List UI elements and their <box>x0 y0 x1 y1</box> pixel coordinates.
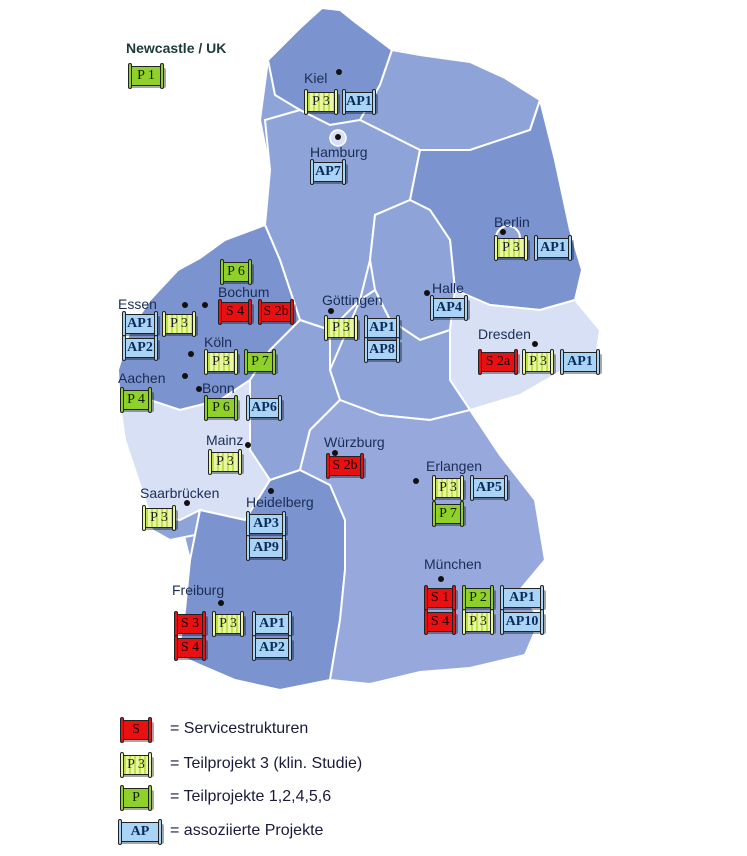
city-label-berlin: Berlin <box>494 214 530 230</box>
tag-saarbruecken-p3: P 3 <box>142 505 176 531</box>
tag-muenchen-p3: P 3 <box>462 609 494 635</box>
newcastle-label: Newcastle / UK <box>126 40 227 56</box>
tag-bonn-ap6: AP6 <box>246 395 282 421</box>
city-dot-essen <box>182 302 188 308</box>
tag-freiburg-ap1: AP1 <box>252 611 292 637</box>
tag-freiburg-p3: P 3 <box>212 611 244 637</box>
tag-bochum-s2b: S 2b <box>258 299 294 325</box>
tag-mainz-p3: P 3 <box>208 449 242 475</box>
city-dot-erlangen <box>413 478 419 484</box>
city-dot-koeln <box>188 351 194 357</box>
legend-text-p3: = Teilprojekt 3 (klin. Studie) <box>170 755 363 772</box>
city-label-wuerzburg: Würzburg <box>324 434 385 450</box>
city-dot-wuerzburg <box>332 450 338 456</box>
city-dot-saarbruecken <box>184 500 190 506</box>
tag-muenchen-p2: P 2 <box>462 585 494 611</box>
tag-dresden-p3: P 3 <box>522 349 554 375</box>
city-label-erlangen: Erlangen <box>426 458 483 474</box>
city-dot-aachen <box>182 373 188 379</box>
city-label-hamburg: Hamburg <box>310 144 368 160</box>
tag-berlin-ap1: AP1 <box>534 235 572 261</box>
city-label-essen: Essen <box>118 296 157 312</box>
tag-muenchen-ap10: AP10 <box>500 609 544 635</box>
legend-symbol-ap: AP <box>118 819 162 845</box>
city-label-kiel: Kiel <box>304 70 328 86</box>
city-label-bonn: Bonn <box>202 380 235 396</box>
tag-aachen-p4: P 4 <box>120 387 152 413</box>
tag-erlangen-p3: P 3 <box>432 475 464 501</box>
tag-bochum-s4: S 4 <box>218 299 252 325</box>
tag-muenchen-s1: S 1 <box>424 585 456 611</box>
legend-symbol-p3: P 3 <box>120 752 152 778</box>
tag-goettingen-ap1: AP1 <box>364 315 400 341</box>
tag-bonn-p6: P 6 <box>204 395 238 421</box>
city-label-freiburg: Freiburg <box>172 582 225 598</box>
legend-symbol-p: P <box>120 785 152 811</box>
legend-text-service: = Servicestrukturen <box>170 720 309 737</box>
city-label-bochum: Bochum <box>218 284 270 300</box>
city-dot-bonn <box>196 386 202 392</box>
tag-kiel-ap1: AP1 <box>342 89 376 115</box>
city-label-dresden: Dresden <box>478 326 531 342</box>
city-label-heidelberg: Heidelberg <box>246 494 314 510</box>
legend-symbol-service: S <box>120 717 152 743</box>
tag-newcastle-p1: P 1 <box>128 63 164 89</box>
city-dot-freiburg <box>218 600 224 606</box>
tag-goettingen-ap8: AP8 <box>364 337 400 363</box>
tag-halle-ap4: AP4 <box>430 295 468 321</box>
city-label-koeln: Köln <box>204 334 233 350</box>
city-label-goettingen: Göttingen <box>322 292 383 308</box>
city-label-mainz: Mainz <box>206 432 244 448</box>
tag-wuerzburg-s2b: S 2b <box>326 453 364 479</box>
city-dot-halle <box>424 290 430 296</box>
tag-kiel-p3: P 3 <box>304 89 338 115</box>
tag-koeln-p3: P 3 <box>204 349 238 375</box>
tag-freiburg-ap2: AP2 <box>252 635 292 661</box>
tag-berlin-p3: P 3 <box>494 235 528 261</box>
city-dot-hamburg <box>335 134 341 140</box>
city-dot-goettingen <box>328 308 334 314</box>
tag-heidelberg-ap3: AP3 <box>246 511 286 537</box>
tag-hamburg-ap7: AP7 <box>310 159 346 185</box>
legend-text-ap: = assoziierte Projekte <box>170 822 324 839</box>
city-dot-mainz <box>245 442 251 448</box>
city-dot-dresden <box>532 341 538 347</box>
city-dot-heidelberg <box>268 488 274 494</box>
tag-essen-ap2: AP2 <box>122 335 158 361</box>
city-dot-kiel <box>336 69 342 75</box>
tag-heidelberg-ap9: AP9 <box>246 535 286 561</box>
tag-freiburg-s4: S 4 <box>174 635 206 661</box>
city-label-muenchen: München <box>424 556 482 572</box>
city-label-halle: Halle <box>432 280 464 296</box>
city-label-saarbruecken: Saarbrücken <box>140 485 220 501</box>
city-dot-muenchen <box>438 576 444 582</box>
city-dot-berlin <box>500 229 506 235</box>
tag-essen-ap1: AP1 <box>122 311 158 337</box>
tag-muenchen-ap1: AP1 <box>500 585 544 611</box>
tag-muenchen-s4: S 4 <box>424 609 456 635</box>
tag-freiburg-s3: S 3 <box>174 611 206 637</box>
city-label-aachen: Aachen <box>118 370 166 386</box>
tag-erlangen-p7: P 7 <box>432 501 464 527</box>
tag-bochum-p6: P 6 <box>220 259 252 285</box>
legend-text-p: = Teilprojekte 1,2,4,5,6 <box>170 788 332 805</box>
tag-dresden-ap1: AP1 <box>560 349 600 375</box>
city-dot-bochum <box>202 302 208 308</box>
tag-erlangen-ap5: AP5 <box>470 475 508 501</box>
tag-koeln-p7: P 7 <box>244 349 276 375</box>
tag-essen-p3: P 3 <box>162 311 196 337</box>
tag-goettingen-p3: P 3 <box>324 315 358 341</box>
tag-dresden-s2a: S 2a <box>478 349 518 375</box>
